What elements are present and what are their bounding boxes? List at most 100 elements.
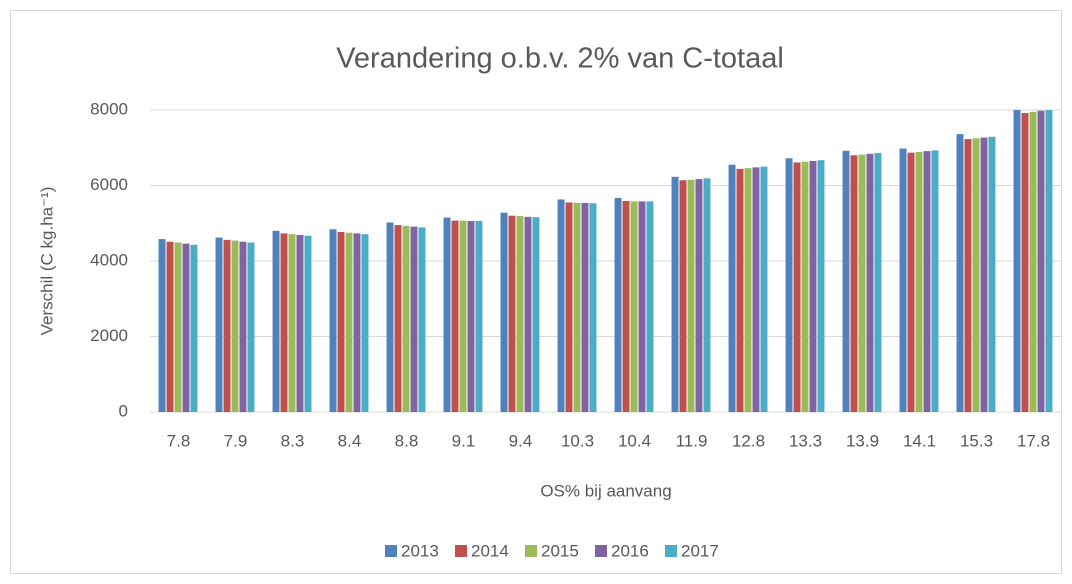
bar [1021,113,1029,413]
bar [239,241,247,412]
bar [280,233,288,412]
bar [459,220,467,412]
bar [858,154,866,413]
bar [158,239,166,412]
bar [532,217,540,412]
x-tick-label: 10.4 [618,431,651,450]
bar [638,201,646,412]
bar [174,242,182,412]
y-tick-label: 2000 [90,326,128,345]
bar [467,220,475,412]
legend-swatch [525,545,537,557]
bar [760,166,768,412]
bar [223,239,231,412]
bar [1013,110,1021,412]
legend-label: 2013 [401,541,439,560]
x-tick-label: 17.8 [1017,431,1050,450]
x-tick-label: 14.1 [903,431,936,450]
bar [402,225,410,412]
bar [557,199,565,412]
bar [1029,111,1037,412]
bar [524,216,532,412]
bar [980,137,988,412]
x-tick-label: 8.8 [395,431,419,450]
bar [443,217,451,412]
y-tick-label: 4000 [90,250,128,269]
bar [231,240,239,412]
bar [361,234,369,412]
bar [931,150,939,412]
y-tick-label: 8000 [90,99,128,118]
legend-label: 2017 [681,541,719,560]
bar [500,212,508,412]
bar [923,151,931,412]
bar [736,168,744,412]
bar [744,168,752,412]
bar [345,232,353,412]
bar [565,202,573,412]
bar [353,233,361,412]
bar [842,150,850,412]
bar [785,158,793,412]
bar [899,148,907,412]
bar [793,162,801,412]
bar [410,226,418,412]
legend-swatch [665,545,677,557]
bar [329,229,337,412]
bar [622,200,630,412]
bar [337,231,345,412]
bar [907,152,915,412]
bar [516,216,524,412]
x-tick-label: 7.8 [167,431,191,450]
x-tick-label: 11.9 [676,431,708,450]
bar [809,160,817,412]
legend-swatch [385,545,397,557]
x-tick-label: 8.3 [281,431,305,450]
bar [418,227,426,412]
bar [614,197,622,412]
bar [589,203,597,412]
x-tick-label: 8.4 [338,431,362,450]
bar [752,167,760,412]
bar [1037,110,1045,412]
bar [703,178,711,412]
bar [866,153,874,413]
bar [573,202,581,412]
bar [850,155,858,413]
bar [801,161,809,412]
legend-label: 2016 [611,541,649,560]
bar [272,230,280,412]
bar [915,151,923,412]
x-tick-label: 13.3 [789,431,822,450]
x-tick-label: 9.4 [509,431,533,450]
bar [630,201,638,412]
y-axis-label: Verschil (C kg.ha⁻¹) [37,187,56,336]
x-tick-label: 10.3 [561,431,594,450]
bar [296,234,304,412]
bar [671,176,679,412]
bar [182,243,190,412]
bar [988,136,996,413]
bar [679,180,687,412]
bar [687,179,695,412]
bar [874,153,882,412]
bar [728,164,736,412]
y-tick-label: 0 [119,401,128,420]
bar [695,179,703,412]
bar [581,202,589,412]
bar [451,220,459,412]
legend-swatch [595,545,607,557]
x-axis-label: OS% bij aanvang [540,481,671,500]
legend-label: 2015 [541,541,579,560]
bar [956,134,964,412]
bar [646,201,654,412]
x-tick-label: 15.3 [960,431,993,450]
bar [817,160,825,412]
bar [394,225,402,412]
bar [386,222,394,412]
x-tick-label: 7.9 [224,431,248,450]
bar [304,235,312,412]
legend-swatch [455,545,467,557]
x-tick-label: 12.8 [732,431,765,450]
bar [475,220,483,412]
